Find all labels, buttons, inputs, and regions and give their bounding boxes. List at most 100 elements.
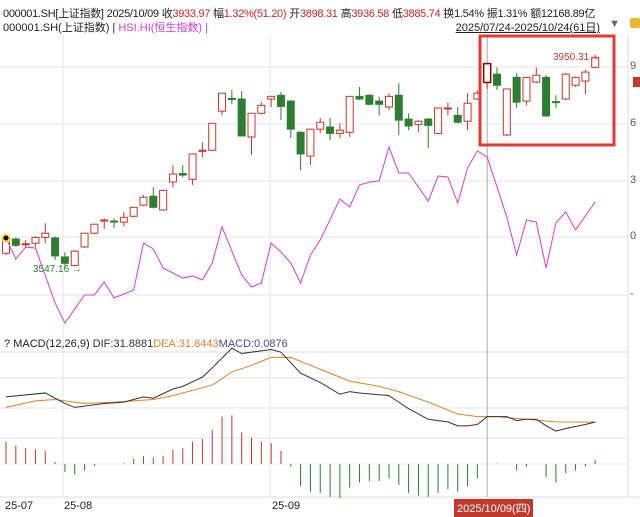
candle [355, 95, 364, 100]
candle [159, 189, 168, 211]
candle [551, 101, 560, 104]
legend-bar: 000001.SH(上证指数) | HSI.HI(恒生指数) | [3, 19, 208, 35]
right-axis-tick: 0 [630, 230, 637, 242]
dif-line [5, 347, 596, 432]
date-range[interactable]: 2025/07/24-2025/10/24(61日) [455, 22, 600, 34]
candle [247, 112, 256, 138]
highlight-box [478, 34, 616, 147]
candle [227, 97, 236, 101]
candle [502, 88, 511, 136]
candle [178, 172, 187, 176]
candle [129, 206, 138, 217]
candle [404, 118, 413, 127]
x-tick: 25-07 [5, 500, 34, 512]
x-tick: 25-08 [64, 500, 93, 512]
candle [453, 114, 462, 123]
close-label: 收 [161, 8, 173, 20]
candle [188, 153, 197, 180]
candle [335, 129, 344, 134]
candle [463, 102, 472, 122]
candle [267, 95, 276, 100]
amplitude-value: 1.31% [497, 8, 528, 20]
candle [482, 62, 492, 84]
candle [581, 71, 590, 82]
candle [424, 118, 433, 126]
amount-label: 额 [530, 8, 541, 20]
candle [41, 232, 50, 238]
open-value: 3898.31 [299, 8, 338, 20]
macd-name: MACD(12,26,9) [13, 338, 90, 350]
candle [149, 195, 158, 208]
high-value: 3936.58 [351, 8, 389, 20]
quote-bar: 000001.SH[上证指数] 2025/10/09 收3933.97 幅1.32%(… [3, 5, 595, 21]
candle [31, 236, 40, 244]
candle [326, 126, 335, 134]
candle [198, 149, 207, 152]
candle [493, 73, 501, 86]
dropdown-triangle-icon[interactable]: ▼ [609, 18, 620, 30]
candle [100, 219, 109, 222]
candle [591, 56, 600, 68]
candle [139, 196, 148, 206]
lock-icon[interactable] [630, 18, 640, 28]
turnover-label: 换 [443, 8, 455, 20]
candle [276, 94, 285, 107]
amount-value: 12168.89亿 [540, 8, 596, 20]
amplitude-label: 振 [486, 8, 498, 20]
candle [119, 216, 128, 223]
candle [296, 131, 305, 155]
candle [345, 95, 354, 133]
open-label: 开 [289, 8, 300, 20]
dif-value: DIF:31.8881 [92, 338, 154, 350]
right-axis-tick: 3 [630, 174, 637, 186]
macd-value: MACD:0.0876 [218, 338, 288, 350]
crosshair-date-tag: 2025/10/09(四) [454, 499, 534, 517]
right-axis-tick: - [630, 288, 634, 300]
candle [394, 94, 403, 121]
candle [561, 73, 570, 100]
candle [286, 100, 295, 130]
candle [375, 100, 384, 105]
high-label: 高 [340, 8, 352, 20]
change-value: 1.32%(51.20) [223, 8, 287, 20]
candle [414, 120, 423, 125]
dea-value: DEA:31.8443 [153, 338, 219, 350]
candle [542, 76, 551, 117]
macd-header: ? MACD(12,26,9) DIF:31.8881DEA:31.8443MA… [4, 338, 288, 350]
candle [21, 243, 30, 246]
candle [434, 107, 443, 134]
help-icon[interactable]: ? [4, 338, 11, 350]
candle [316, 121, 325, 130]
candle [208, 122, 217, 151]
candle [168, 173, 177, 183]
x-tick: 25-09 [272, 500, 301, 512]
low-value: 3885.74 [402, 8, 441, 20]
candle [51, 237, 60, 257]
candle [70, 250, 79, 266]
candle [306, 128, 315, 157]
dea-line [5, 356, 596, 423]
candle [365, 94, 374, 105]
candle [257, 104, 266, 114]
right-axis-tick: 6 [630, 117, 637, 129]
candle [218, 92, 227, 112]
candle [90, 223, 99, 234]
candle [11, 238, 20, 246]
low-label: 低 [392, 8, 403, 20]
candle [110, 220, 119, 223]
candle [532, 74, 541, 83]
turnover-value: 1.54% [454, 8, 484, 20]
candle [237, 98, 246, 137]
legend-main[interactable]: 000001.SH(上证指数) | [3, 22, 116, 34]
candle [522, 76, 531, 102]
legend-compare-hsi[interactable]: HSI.HI(恒生指数) | [118, 22, 208, 34]
start-marker-dot [3, 235, 9, 241]
change-label: 幅 [213, 8, 224, 20]
candle [443, 107, 452, 110]
candle [512, 76, 521, 103]
high-price-marker: 3950.31→ [553, 52, 599, 63]
symbol: 000001.SH[上证指数] [3, 8, 104, 20]
candle [384, 95, 393, 108]
current-price-tag [633, 77, 640, 87]
